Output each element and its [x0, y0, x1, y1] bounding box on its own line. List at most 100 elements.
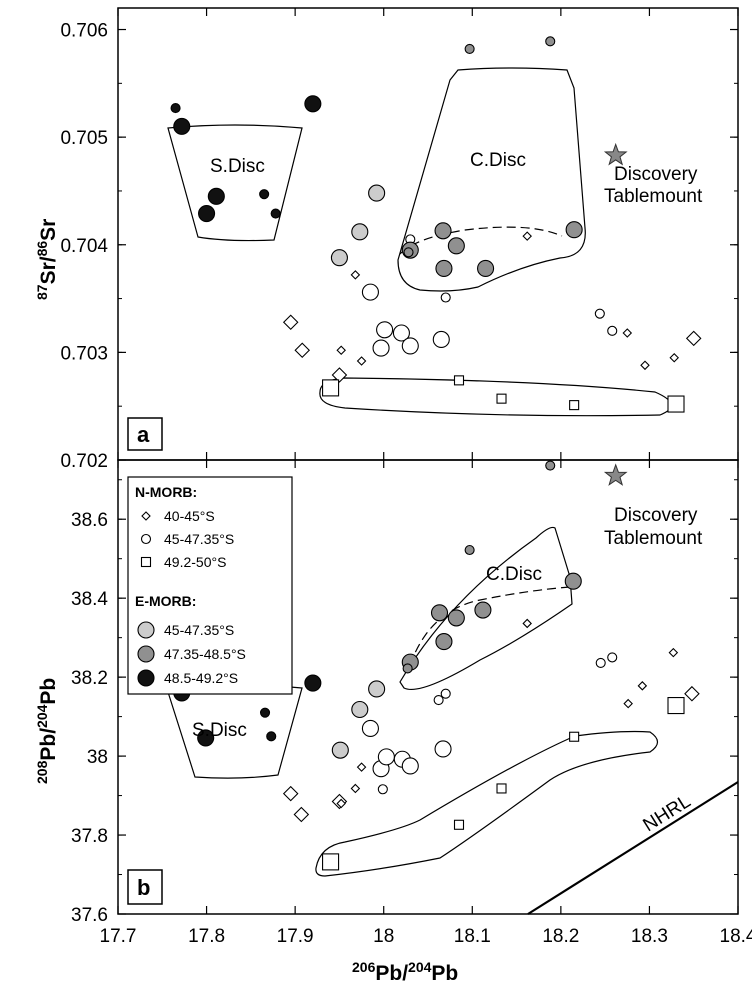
cdisc-dashed-a [399, 226, 563, 255]
x-tick-label-0: 17.7 [100, 926, 137, 947]
legend-label-1: 45-47.35°S [164, 531, 234, 547]
data-point-a-4-3 [447, 237, 465, 255]
x-tick-label-2: 17.9 [277, 926, 314, 947]
y-tick-label-a-2: 0.704 [60, 236, 108, 257]
y-axis-a-sup2: 86 [34, 241, 50, 257]
data-point-a-1-9 [607, 325, 618, 336]
tablemount-label-a-2: Tablemount [604, 186, 703, 207]
panel-a-label-box [127, 417, 163, 451]
y-axis-a-base2: Sr [37, 219, 60, 241]
y-axis-a-base1: Sr/ [37, 256, 60, 284]
data-point-a-5-6 [304, 95, 322, 113]
data-point-b-2-4 [667, 697, 685, 715]
data-point-a-1-1 [372, 339, 390, 357]
data-point-b-5-6 [304, 674, 322, 692]
cdisc-outline-b [399, 526, 573, 691]
data-point-b-5-4 [259, 707, 271, 718]
data-point-a-1-4 [401, 337, 419, 355]
data-point-b-4-6 [464, 544, 475, 556]
x-tick-label-3: 18 [373, 926, 394, 947]
x-tick-label-7: 18.4 [720, 926, 752, 947]
x-axis-base2: Pb [431, 962, 458, 985]
panel-a-frame [117, 7, 739, 461]
data-point-b-3-1 [351, 700, 369, 719]
data-point-a-0-8 [640, 360, 650, 371]
legend-items: 40-45°S 45-47.35°S 49.2-50°S 45-47.35°S 47.3… [137, 508, 246, 687]
data-point-b-0-1 [293, 806, 310, 823]
data-point-a-4-5 [565, 221, 583, 239]
legend-marker-5 [137, 669, 155, 687]
data-point-b-4-2 [435, 633, 453, 651]
cdisc-label-b: C.Disc [486, 564, 542, 585]
data-point-a-0-9 [669, 352, 680, 363]
svg-text:208Pb/204Pb: 208Pb/204Pb [34, 678, 60, 784]
data-point-b-4-7 [545, 460, 556, 471]
data-point-a-2-1 [453, 375, 465, 386]
data-point-a-1-8 [594, 308, 605, 319]
data-point-a-0-3 [336, 345, 346, 356]
data-point-b-1-10 [607, 652, 618, 663]
legend-label-0: 40-45°S [164, 508, 215, 524]
y-tick-label-a-3: 0.705 [60, 128, 108, 149]
y-axis-b-sup1: 208 [34, 760, 50, 784]
x-axis-title: 206Pb/204Pb [352, 959, 458, 985]
y-axis-b-sup2: 204 [34, 704, 50, 728]
data-point-b-3-2 [368, 680, 386, 698]
discovery-star-b [603, 463, 628, 486]
data-point-a-0-2 [331, 367, 348, 383]
data-point-a-0-10 [685, 330, 702, 347]
data-point-a-3-0 [330, 249, 348, 267]
data-point-b-0-9 [668, 647, 679, 658]
y-tick-label-b-2: 38 [87, 747, 108, 768]
data-point-b-0-5 [350, 783, 361, 794]
legend-marker-0 [141, 511, 151, 521]
data-point-b-1-0 [361, 719, 379, 738]
data-point-a-5-3 [198, 205, 216, 223]
data-point-a-0-4 [350, 270, 361, 280]
tablemount-label-a-1: Discovery [614, 164, 698, 185]
x-axis-sup2: 204 [408, 959, 432, 975]
panel-a-label: a [137, 422, 150, 447]
legend-label-2: 49.2-50°S [164, 554, 226, 570]
y-tick-label-a-4: 0.706 [60, 21, 108, 42]
y-tick-label-b-5: 38.6 [71, 510, 108, 531]
legend: N-MORB: E-MORB: 40-45°S 45-47.35°S 49.2-50… [127, 476, 293, 695]
legend-emorb-title: E-MORB: [135, 593, 196, 609]
data-point-b-4-4 [474, 601, 492, 619]
data-point-a-1-7 [440, 292, 451, 303]
svg-text:206Pb/204Pb: 206Pb/204Pb [352, 959, 458, 985]
data-point-b-4-1 [430, 604, 449, 622]
y-axis-title-a: 87Sr/86Sr [34, 219, 60, 300]
y-tick-label-b-3: 38.2 [71, 668, 108, 689]
data-point-b-1-4 [401, 757, 419, 775]
legend-label-3: 45-47.35°S [164, 622, 234, 638]
data-point-a-2-0 [322, 379, 340, 397]
panel-b-label: b [137, 875, 150, 900]
x-tick-label-4: 18.1 [454, 926, 491, 947]
sdisc-outline-a [167, 124, 303, 242]
panel-a-marks [170, 36, 702, 413]
data-point-b-5-3 [197, 729, 215, 747]
data-point-b-5-5 [266, 731, 277, 742]
data-point-b-1-5 [434, 740, 452, 758]
data-point-a-4-8 [403, 247, 414, 258]
data-point-b-0-3 [336, 798, 346, 809]
data-point-a-1-2 [376, 321, 394, 339]
sdisc-label-b: S.Disc [192, 720, 247, 741]
legend-marker-3 [137, 621, 155, 639]
y-tick-label-b-0: 37.6 [71, 905, 108, 926]
nhrl-label: NHRL [640, 791, 695, 836]
data-point-b-1-8 [440, 688, 451, 699]
sdisc-label-a: S.Disc [210, 156, 265, 177]
y-axis-title-b: 208Pb/204Pb [34, 678, 60, 784]
data-point-a-1-5 [432, 330, 450, 349]
data-point-b-2-1 [453, 819, 465, 830]
data-point-b-0-7 [623, 698, 633, 709]
panel-b-frame [117, 459, 739, 915]
data-point-b-0-6 [522, 618, 532, 629]
legend-marker-1 [140, 533, 152, 545]
data-point-b-2-2 [496, 783, 507, 794]
data-point-b-4-5 [564, 572, 582, 590]
data-point-a-3-2 [368, 184, 386, 202]
